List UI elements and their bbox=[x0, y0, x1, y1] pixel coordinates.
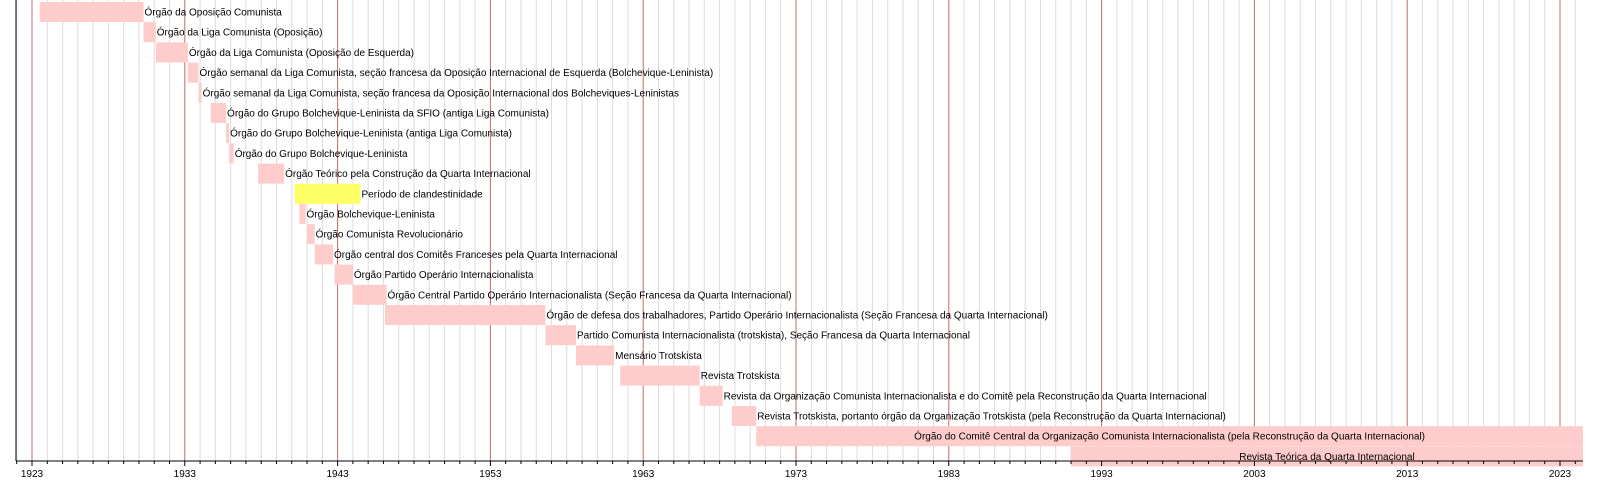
timeline-bar-label: Revista da Organização Comunista Interna… bbox=[724, 391, 1207, 402]
x-tick-label: 1993 bbox=[1090, 469, 1113, 480]
timeline-bar-label: Órgão semanal da Liga Comunista, seção f… bbox=[203, 86, 679, 99]
timeline-bar-label: Órgão Bolchevique-Leninista bbox=[307, 208, 436, 221]
timeline-bar bbox=[384, 305, 546, 325]
x-tick-label: 2003 bbox=[1243, 469, 1266, 480]
timeline-bar bbox=[352, 284, 387, 305]
timeline-bar bbox=[620, 365, 700, 386]
timeline-bar-label: Órgão semanal da Liga Comunista, seção f… bbox=[200, 66, 714, 79]
timeline-bar-label: Órgão do Comitê Central da Organização C… bbox=[914, 430, 1425, 443]
timeline-bar-label: Órgão da Oposição Comunista bbox=[145, 6, 283, 19]
x-axis: 1923 1933 1943 1953 1963 1973 1983 1993 2003 2013… bbox=[15, 0, 1583, 480]
x-tick-label: 2013 bbox=[1396, 469, 1419, 480]
timeline-bar bbox=[226, 123, 230, 144]
timeline-bar bbox=[187, 62, 199, 83]
x-tick-label: 1953 bbox=[479, 469, 502, 480]
timeline-bar-label: Revista Teórica da Quarta Internacional bbox=[1239, 452, 1414, 463]
x-tick-label: 1983 bbox=[938, 469, 961, 480]
timeline-labels: Órgão da Oposição Comunista Órgão da Liga… bbox=[145, 6, 1425, 463]
timeline-bar bbox=[198, 82, 202, 103]
timeline-bar-label: Órgão Comunista Revolucionário bbox=[316, 228, 464, 241]
timeline-bar bbox=[39, 2, 144, 22]
timeline-bar-label: Órgão do Grupo Bolchevique-Leninista da … bbox=[227, 107, 549, 120]
timeline-bar bbox=[756, 426, 1583, 447]
timeline-bar-label: Órgão central dos Comitês Franceses pela… bbox=[334, 248, 617, 261]
timeline-bar bbox=[575, 345, 615, 366]
timeline-bar bbox=[314, 244, 334, 265]
timeline-bar bbox=[545, 325, 576, 346]
timeline-bar-label: Mensário Trotskista bbox=[615, 351, 702, 362]
timeline-bar-highlight bbox=[294, 183, 361, 204]
timeline-bar bbox=[731, 406, 757, 426]
timeline-bar-label: Órgão Partido Operário Internacionalista bbox=[354, 268, 534, 281]
x-tick-label: 1943 bbox=[326, 469, 349, 480]
timeline-bar-label: Órgão Central Partido Operário Internaci… bbox=[387, 288, 791, 301]
timeline-bar bbox=[334, 264, 353, 285]
x-tick-label: 1933 bbox=[174, 469, 197, 480]
timeline-bar bbox=[155, 42, 188, 63]
timeline-bar bbox=[229, 143, 234, 164]
x-tick-label: 1973 bbox=[785, 469, 808, 480]
timeline-bar bbox=[299, 204, 306, 224]
timeline-bar-label: Período de clandestinidade bbox=[362, 189, 484, 200]
timeline-bar-label: Revista Trotskista bbox=[701, 371, 780, 382]
timeline-bar bbox=[210, 103, 227, 123]
timeline-bar-label: Revista Trotskista, portanto órgão da Or… bbox=[757, 412, 1226, 423]
x-tick-label: 2023 bbox=[1549, 469, 1572, 480]
timeline-bar-label: Órgão da Liga Comunista (Oposição de Esq… bbox=[189, 46, 414, 59]
timeline-bar-label: Partido Comunista Internacionalista (tro… bbox=[577, 331, 970, 342]
timeline-bar bbox=[307, 224, 315, 245]
x-tick-label: 1923 bbox=[21, 469, 44, 480]
timeline-bar bbox=[258, 163, 285, 184]
timeline-bar-label: Órgão de defesa dos trabalhadores, Parti… bbox=[546, 309, 1047, 322]
timeline-bar-label: Órgão do Grupo Bolchevique-Leninista (an… bbox=[230, 127, 512, 140]
timeline-bar bbox=[143, 22, 156, 43]
x-tick-label: 1963 bbox=[632, 469, 655, 480]
timeline-bar-label: Órgão do Grupo Bolchevique-Leninista bbox=[235, 147, 408, 160]
timeline-bar bbox=[699, 385, 723, 406]
timeline-bar-label: Órgão Teórico pela Construção da Quarta … bbox=[285, 167, 531, 180]
timeline-bar-label: Órgão da Liga Comunista (Oposição) bbox=[157, 26, 323, 39]
